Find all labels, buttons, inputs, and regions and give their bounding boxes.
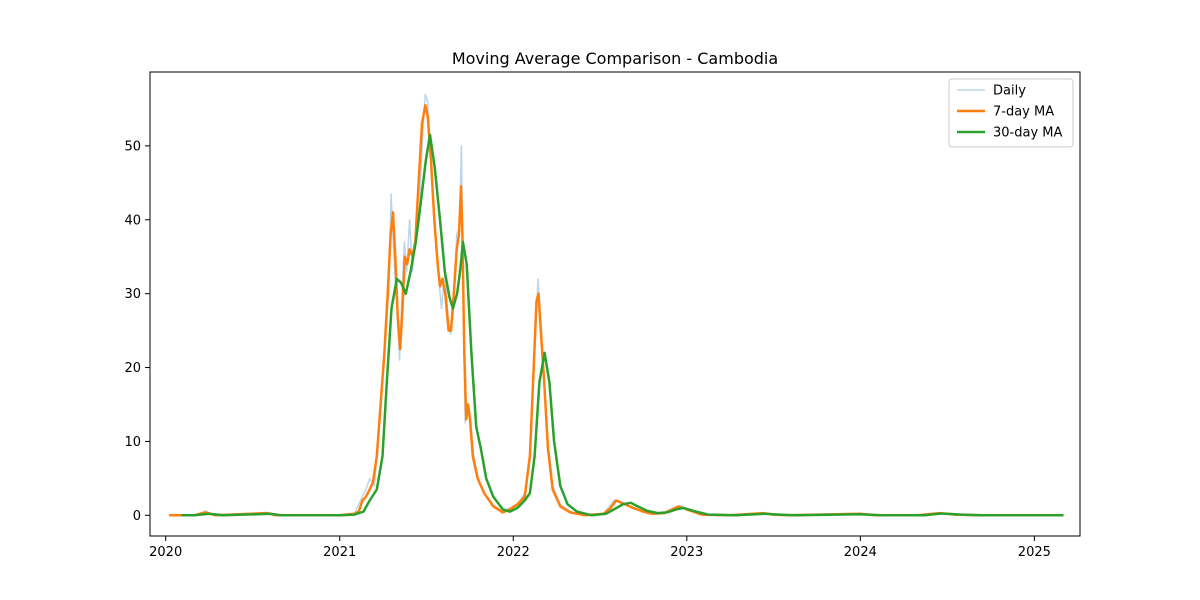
plot-frame — [149, 71, 1081, 537]
legend-label: 7-day MA — [993, 105, 1054, 120]
axis-layer: 2020 2021 2022 2023 2024 2025 0 10 20 30 40 50 — [124, 139, 1050, 560]
x-tick-label: 2025 — [1018, 545, 1051, 560]
y-tick-label: 50 — [124, 139, 141, 154]
y-tick-label: 40 — [124, 213, 141, 228]
legend: Daily 7-day MA 30-day MA — [948, 78, 1074, 148]
y-tick-label: 0 — [133, 509, 141, 524]
y-tick-label: 20 — [124, 361, 141, 376]
y-tick-label: 10 — [124, 435, 141, 450]
x-tick-label: 2020 — [149, 545, 182, 560]
x-tick-label: 2022 — [497, 545, 530, 560]
x-tick-label: 2021 — [323, 545, 356, 560]
series-line-30-day-ma — [181, 133, 1064, 517]
chart-title: Moving Average Comparison - Cambodia — [452, 49, 778, 68]
legend-box — [948, 78, 1074, 148]
legend-label: Daily — [993, 84, 1026, 99]
y-tick-label: 30 — [124, 287, 141, 302]
x-tick-label: 2023 — [670, 545, 703, 560]
series-layer — [168, 93, 1064, 517]
x-tick-label: 2024 — [844, 545, 877, 560]
legend-label: 30-day MA — [993, 126, 1062, 141]
